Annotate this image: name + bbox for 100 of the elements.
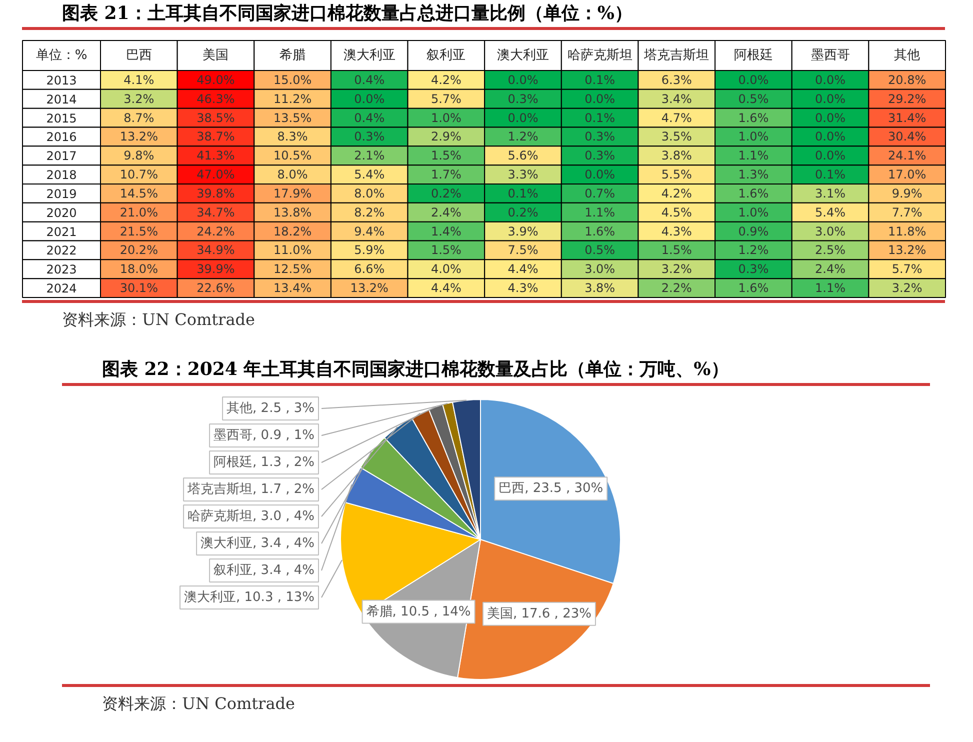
data-label: 1.2% bbox=[738, 243, 769, 258]
data-label: 3.5% bbox=[661, 130, 692, 144]
data-label: 3.9% bbox=[508, 224, 538, 238]
data-label: 17.9% bbox=[273, 186, 312, 200]
data-label: 4.3% bbox=[661, 224, 692, 238]
slice-label: 阿根廷, 1.3 , 2% bbox=[214, 455, 315, 470]
data-label: 41.3% bbox=[196, 148, 235, 163]
data-label: 4.5% bbox=[661, 205, 692, 220]
data-label: 1.6% bbox=[738, 110, 769, 125]
data-label: 5.4% bbox=[354, 168, 385, 182]
data-label: 3.2% bbox=[892, 281, 922, 296]
y-tick-label: 2014 bbox=[46, 92, 77, 106]
data-label: 0.0% bbox=[584, 168, 616, 182]
data-label: 0.0% bbox=[815, 110, 846, 125]
data-label: 1.7% bbox=[430, 168, 462, 182]
data-label: 21.0% bbox=[120, 205, 158, 220]
data-label: 0.3% bbox=[584, 130, 616, 144]
data-label: 0.0% bbox=[508, 72, 538, 87]
data-label: 5.9% bbox=[354, 243, 385, 258]
data-label: 7.7% bbox=[892, 205, 922, 220]
data-label: 1.6% bbox=[584, 224, 616, 238]
data-label: 4.2% bbox=[661, 186, 692, 200]
data-label: 4.2% bbox=[430, 72, 462, 87]
data-label: 39.9% bbox=[196, 262, 235, 276]
data-label: 4.3% bbox=[508, 281, 538, 296]
y-tick-label: 2023 bbox=[46, 262, 77, 277]
data-label: 0.0% bbox=[815, 92, 846, 106]
data-label: 0.3% bbox=[738, 262, 769, 276]
data-label: 13.2% bbox=[350, 281, 388, 296]
data-label: 49.0% bbox=[196, 72, 235, 87]
data-label: 34.9% bbox=[196, 243, 235, 258]
data-label: 1.0% bbox=[738, 205, 769, 220]
data-label: 3.1% bbox=[815, 186, 846, 200]
text: 资料来源：UN Comtrade bbox=[102, 694, 295, 713]
data-label: 38.5% bbox=[196, 110, 235, 125]
data-label: 5.7% bbox=[892, 262, 922, 276]
data-label: 0.0% bbox=[508, 110, 538, 125]
data-label: 1.0% bbox=[738, 130, 769, 144]
data-label: 0.0% bbox=[738, 72, 769, 87]
data-label: 2.4% bbox=[430, 205, 462, 220]
data-label: 5.4% bbox=[815, 205, 846, 220]
x-tick-label: 哈萨克斯坦 bbox=[567, 48, 632, 63]
data-label: 2.9% bbox=[430, 130, 462, 144]
data-label: 31.4% bbox=[888, 110, 926, 125]
data-label: 1.1% bbox=[584, 205, 616, 220]
data-label: 24.1% bbox=[888, 148, 926, 163]
slice-label: 巴西, 23.5 , 30% bbox=[498, 481, 604, 496]
x-tick-label: 希腊 bbox=[280, 48, 306, 63]
y-tick-label: 2016 bbox=[46, 130, 77, 144]
data-label: 10.7% bbox=[120, 168, 158, 182]
data-label: 11.0% bbox=[273, 243, 312, 258]
slice-label: 澳大利亚, 10.3 , 13% bbox=[184, 590, 315, 605]
data-label: 1.2% bbox=[508, 130, 538, 144]
data-label: 13.4% bbox=[273, 281, 312, 296]
data-label: 0.3% bbox=[354, 130, 385, 144]
data-label: 9.8% bbox=[124, 148, 154, 163]
y-axis-title: 单位：% bbox=[36, 48, 88, 63]
data-label: 1.1% bbox=[738, 148, 769, 163]
data-label: 7.5% bbox=[508, 243, 538, 258]
data-label: 13.5% bbox=[273, 110, 312, 125]
slice-label: 澳大利亚, 3.4 , 4% bbox=[200, 536, 315, 551]
chart-title: 图表 21：土耳其自不同国家进口棉花数量占总进口量比例（单位：%） bbox=[62, 3, 632, 24]
data-label: 1.1% bbox=[815, 281, 846, 296]
data-label: 4.4% bbox=[508, 262, 538, 276]
data-label: 0.0% bbox=[815, 72, 846, 87]
data-label: 17.0% bbox=[888, 168, 926, 182]
data-label: 24.2% bbox=[196, 224, 235, 238]
data-label: 3.2% bbox=[661, 262, 692, 276]
data-label: 47.0% bbox=[196, 168, 235, 182]
data-label: 2.4% bbox=[815, 262, 846, 276]
data-label: 0.9% bbox=[738, 224, 769, 238]
data-label: 20.8% bbox=[888, 72, 926, 87]
data-label: 0.0% bbox=[584, 92, 616, 106]
data-label: 29.2% bbox=[888, 92, 926, 106]
y-tick-label: 2017 bbox=[46, 149, 77, 164]
data-label: 3.0% bbox=[815, 224, 846, 238]
data-label: 18.2% bbox=[273, 224, 312, 238]
slice-label: 墨西哥, 0.9 , 1% bbox=[214, 428, 315, 443]
data-label: 30.4% bbox=[888, 130, 926, 144]
data-label: 1.3% bbox=[738, 168, 769, 182]
y-tick-label: 2015 bbox=[46, 111, 77, 126]
data-label: 3.8% bbox=[661, 148, 692, 163]
slice-label: 哈萨克斯坦, 3.0 , 4% bbox=[188, 509, 315, 524]
data-label: 9.4% bbox=[354, 224, 385, 238]
data-label: 20.2% bbox=[120, 243, 158, 258]
text: 资料来源：UN Comtrade bbox=[62, 310, 255, 329]
data-label: 0.2% bbox=[508, 205, 538, 220]
x-tick-label: 墨西哥 bbox=[810, 48, 850, 63]
data-label: 0.1% bbox=[584, 72, 616, 87]
slice-label: 希腊, 10.5 , 14% bbox=[366, 604, 471, 620]
data-label: 1.6% bbox=[738, 281, 769, 296]
data-label: 0.1% bbox=[508, 186, 538, 200]
x-tick-label: 澳大利亚 bbox=[343, 48, 396, 63]
data-label: 2.5% bbox=[815, 243, 846, 258]
data-label: 8.3% bbox=[277, 130, 308, 144]
data-label: 1.0% bbox=[430, 110, 462, 125]
data-label: 6.3% bbox=[661, 72, 692, 87]
data-label: 34.7% bbox=[196, 205, 235, 220]
data-label: 13.2% bbox=[120, 130, 158, 144]
data-label: 5.5% bbox=[661, 168, 692, 182]
